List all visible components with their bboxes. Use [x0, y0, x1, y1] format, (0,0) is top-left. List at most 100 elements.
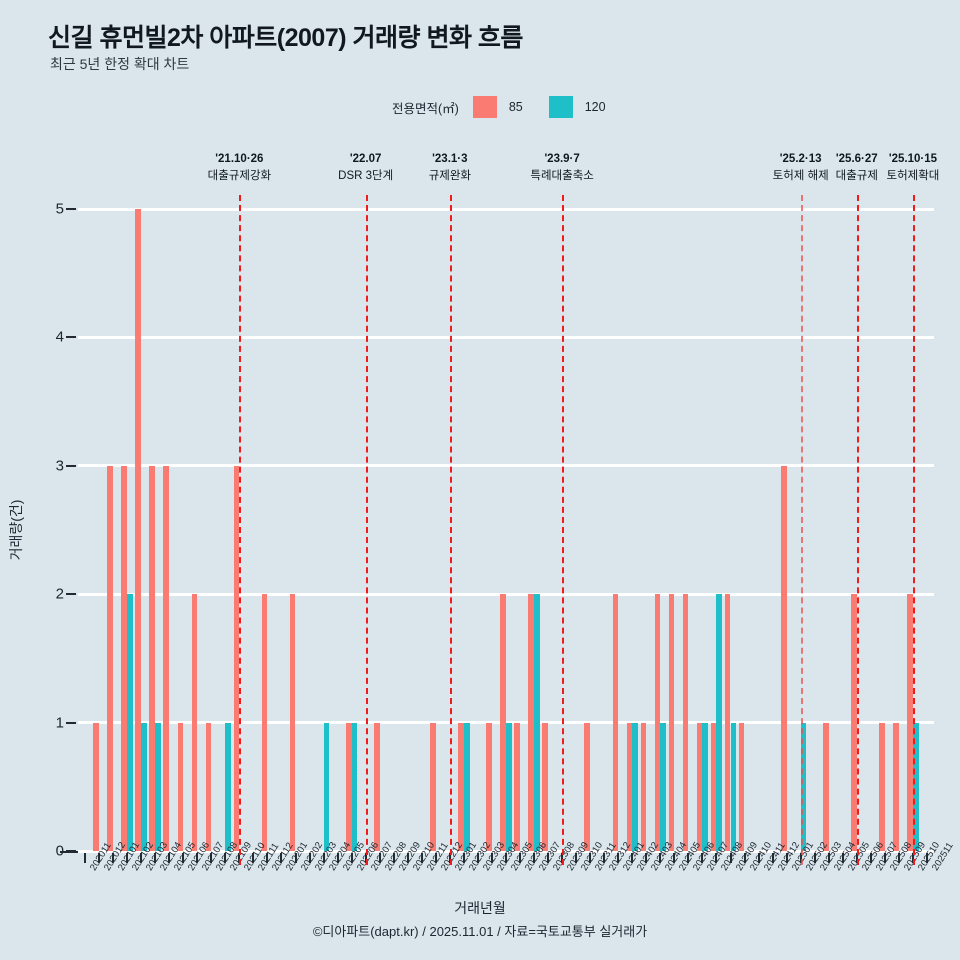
bar-85-202112 — [261, 594, 268, 851]
plot-area: 거래량(건) 0 1 2 3 4 5 202011 202012 202101 202102 202… — [8, 153, 956, 873]
x-axis-tick-mark — [84, 853, 87, 863]
x-axis-tick-mark — [715, 853, 718, 863]
event-label-text: DSR 3단계 — [338, 169, 394, 182]
x-axis-tick-mark — [406, 853, 409, 863]
x-axis-tick-mark — [434, 853, 437, 863]
y-axis-tick-mark — [66, 593, 76, 596]
gridline — [78, 849, 934, 853]
event-label-text: 대출규제 — [835, 169, 878, 182]
x-axis-tick-mark — [322, 853, 325, 863]
footer-credit: ©디아파트(dapt.kr) / 2025.11.01 / 자료=국토교통부 실… — [312, 924, 648, 939]
x-axis-tick-mark — [883, 853, 886, 863]
x-axis-tick-mark — [673, 853, 676, 863]
legend-swatch-120 — [548, 96, 573, 118]
bar-120-202408 — [716, 594, 723, 851]
page-subtitle: 최근 5년 한정 확대 차트 — [50, 56, 190, 72]
bar-85-202104 — [149, 465, 156, 851]
event-label-date: '25.6·27 — [835, 153, 878, 165]
x-axis-tick-mark — [869, 853, 872, 863]
event-label-date: '25.10·15 — [888, 153, 937, 165]
x-axis-tick-mark — [350, 853, 353, 863]
x-axis-tick-mark — [490, 853, 493, 863]
bar-120-202109 — [225, 722, 231, 851]
event-label-text: 토허제확대 — [886, 169, 940, 182]
bar-120-202102 — [127, 594, 133, 851]
event-label-202506: '25.6·27 대출규제 — [836, 151, 878, 184]
y-axis-tick-label: 2 — [55, 585, 64, 603]
x-axis-tick-mark — [575, 853, 578, 863]
event-label-202301: '23.1·3 규제완화 — [429, 151, 471, 184]
bar-85-202402 — [626, 722, 633, 851]
x-axis-tick-mark — [813, 853, 816, 863]
bar-120-202103 — [141, 722, 147, 851]
bar-85-202410 — [738, 722, 745, 851]
x-axis-tick-mark — [378, 853, 381, 863]
event-line-202502 — [800, 195, 803, 865]
x-axis-tick-mark — [687, 853, 690, 863]
x-axis-tick-mark — [533, 853, 536, 863]
x-axis-tick-mark — [659, 853, 662, 863]
x-axis-tick-mark — [631, 853, 634, 863]
x-axis-tick-mark — [757, 853, 760, 863]
event-label-text: 규제완화 — [428, 169, 472, 182]
bar-85-202101 — [107, 465, 113, 851]
bar-85-202311 — [584, 722, 591, 851]
legend-title: 전용면적(㎡) — [392, 101, 459, 116]
event-label-202309: '23.9·7 특례대출축소 — [530, 151, 593, 184]
x-axis-tick-mark — [743, 853, 746, 863]
bar-85-202403 — [640, 722, 647, 851]
x-axis-tick-mark — [392, 853, 395, 863]
x-axis-tick-mark — [266, 853, 269, 863]
bar-85-202509 — [893, 722, 899, 851]
y-axis-tick-mark — [66, 850, 76, 852]
bar-85-202408 — [710, 722, 717, 851]
x-axis-tick-mark — [112, 853, 115, 863]
event-label-202207: '22.07 DSR 3단계 — [338, 151, 393, 184]
bar-85-202012 — [93, 722, 99, 851]
bar-120-202510 — [912, 722, 919, 851]
bar-85-202501 — [780, 465, 787, 851]
y-axis-tick-mark — [66, 721, 76, 724]
x-axis-tick-mark — [729, 853, 732, 863]
x-axis-tick-mark — [336, 853, 339, 863]
x-axis-tick-mark — [252, 853, 255, 863]
bar-120-202307 — [534, 594, 540, 851]
bar-85-202508 — [879, 722, 885, 851]
x-axis-tick-mark — [547, 853, 550, 863]
y-axis-title: 거래량(건) — [8, 499, 24, 561]
x-axis-tick-mark — [519, 853, 522, 863]
bar-85-202504 — [823, 722, 829, 851]
page-title: 신길 휴먼빌2차 아파트(2007) 거래량 변화 흐름 — [48, 24, 523, 52]
bar-85-202105 — [163, 465, 170, 851]
event-label-202110: '21.10·26 대출규제강화 — [208, 151, 271, 184]
event-label-date: '21.10·26 — [215, 153, 264, 165]
x-axis-tick-mark — [224, 853, 227, 863]
bar-85-202102 — [121, 465, 127, 851]
x-axis-tick-mark — [827, 853, 830, 863]
gridline — [78, 335, 934, 339]
bar-85-202404 — [654, 594, 661, 851]
x-axis-tick-mark — [126, 853, 129, 863]
x-axis-tick-mark — [98, 853, 101, 863]
x-axis-tick-mark — [771, 853, 774, 863]
legend-label-120: 120 — [584, 100, 606, 114]
bar-85-202405 — [668, 594, 675, 851]
bar-85-202108 — [205, 722, 212, 851]
x-axis-tick-mark — [420, 853, 423, 863]
x-axis-tick-mark — [897, 853, 900, 863]
x-axis-tick-mark — [210, 853, 213, 863]
x-axis-title: 거래년월 — [454, 900, 506, 916]
x-axis-tick-mark — [841, 853, 844, 863]
bar-85-202106 — [177, 722, 184, 851]
bar-85-202401 — [612, 594, 619, 851]
bar-85-202208 — [373, 722, 380, 851]
event-line-202506 — [856, 195, 859, 865]
bar-85-202305 — [500, 594, 506, 851]
event-label-date: '25.2·13 — [779, 153, 822, 165]
event-line-202309 — [562, 195, 565, 865]
event-label-date: '23.1·3 — [432, 153, 468, 165]
x-axis-tick-mark — [505, 853, 507, 863]
x-axis-tick-mark — [462, 853, 465, 863]
bar-85-202110 — [233, 465, 240, 851]
bar-120-202104 — [155, 722, 161, 851]
